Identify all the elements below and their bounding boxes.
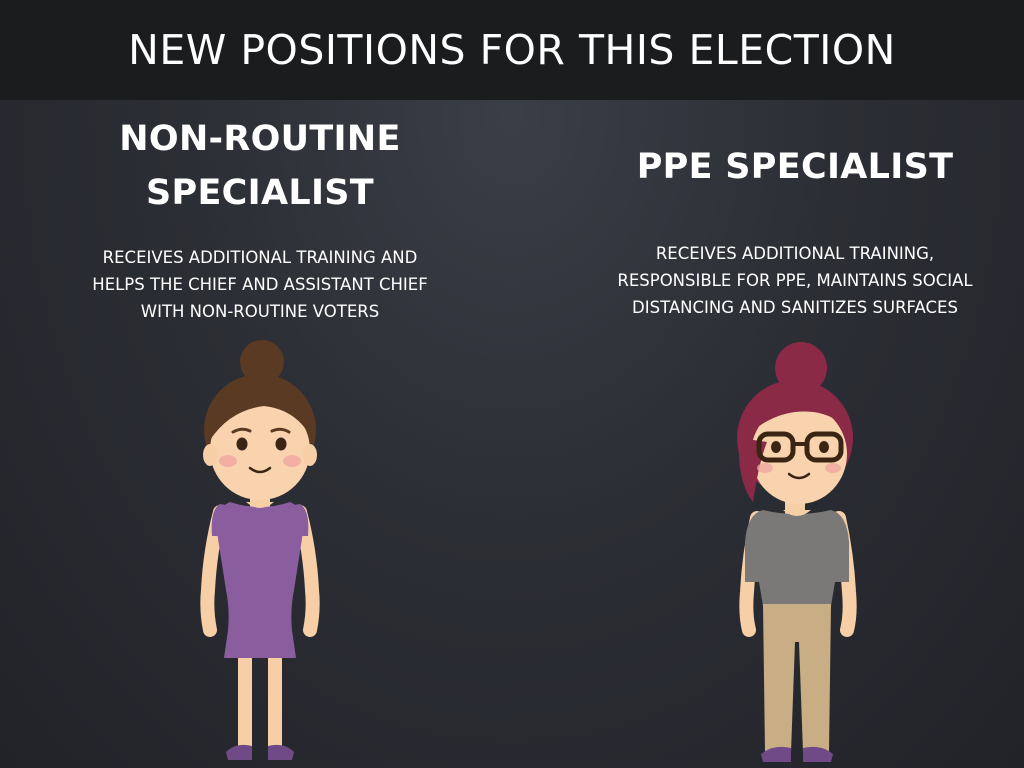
description-line: RECEIVES ADDITIONAL TRAINING AND bbox=[102, 248, 418, 267]
description-line: RESPONSIBLE FOR PPE, MAINTAINS SOCIAL bbox=[617, 271, 973, 290]
position-non-routine-specialist: NON-ROUTINE SPECIALIST RECEIVES ADDITION… bbox=[40, 100, 480, 325]
description-line: HELPS THE CHIEF AND ASSISTANT CHIEF bbox=[92, 275, 428, 294]
woman-purple-dress-illustration bbox=[200, 340, 320, 760]
position-ppe-specialist: PPE SPECIALIST RECEIVES ADDITIONAL TRAIN… bbox=[570, 100, 1020, 321]
position-title: PPE SPECIALIST bbox=[570, 140, 1020, 194]
description-line: DISTANCING AND SANITIZES SURFACES bbox=[632, 298, 958, 317]
woman-glasses-illustration bbox=[737, 342, 857, 762]
position-title-line: PPE SPECIALIST bbox=[636, 147, 954, 187]
slide-title: NEW POSITIONS FOR THIS ELECTION bbox=[128, 26, 896, 74]
position-description: RECEIVES ADDITIONAL TRAINING AND HELPS T… bbox=[40, 244, 480, 325]
description-line: RECEIVES ADDITIONAL TRAINING, bbox=[655, 244, 935, 263]
position-title: NON-ROUTINE SPECIALIST bbox=[40, 112, 480, 220]
position-title-line: NON-ROUTINE bbox=[119, 119, 401, 159]
position-title-line: SPECIALIST bbox=[146, 173, 374, 213]
description-line: WITH NON-ROUTINE VOTERS bbox=[140, 302, 380, 321]
position-description: RECEIVES ADDITIONAL TRAINING, RESPONSIBL… bbox=[570, 240, 1020, 321]
title-bar: NEW POSITIONS FOR THIS ELECTION bbox=[0, 0, 1024, 100]
